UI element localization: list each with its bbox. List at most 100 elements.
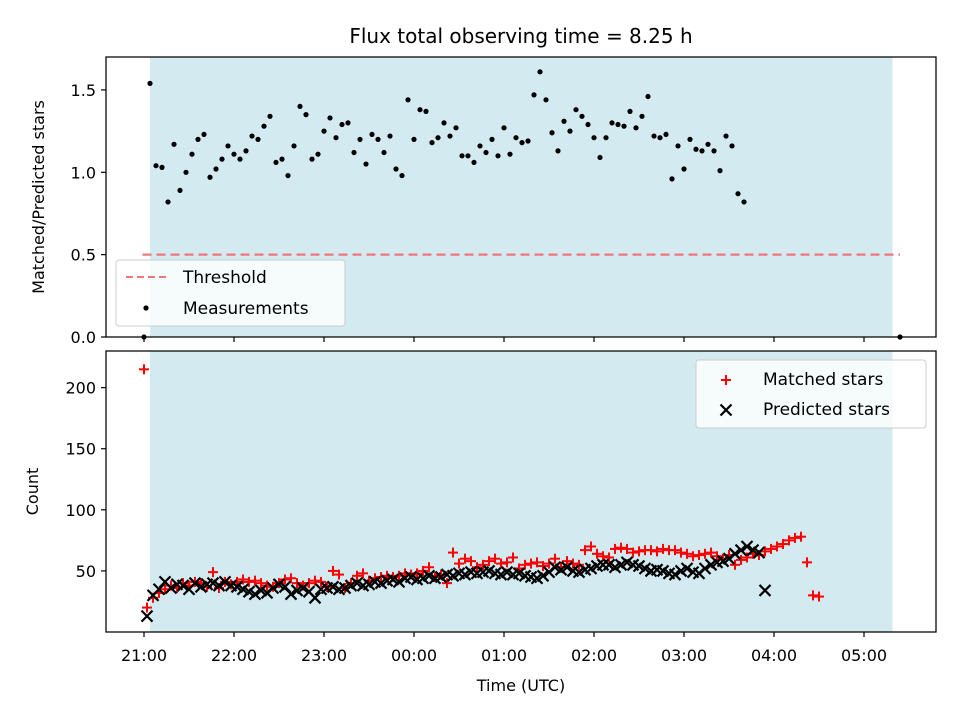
measurement-point — [567, 128, 573, 134]
measurement-point — [651, 133, 657, 139]
predicted-star-point — [140, 609, 154, 623]
measurement-point — [681, 166, 687, 172]
measurement-point — [549, 130, 555, 136]
measurement-point — [339, 121, 345, 128]
legend-x-marker — [719, 403, 733, 417]
measurement-point — [411, 136, 417, 142]
matched-star-point — [604, 552, 614, 563]
measurement-point — [471, 159, 477, 166]
measurement-point — [561, 118, 567, 124]
matched-star-point — [814, 591, 824, 602]
matched-star-point — [490, 553, 500, 564]
matched-star-point — [502, 557, 512, 568]
matched-star-point — [652, 546, 662, 557]
x-tick-label: 02:00 — [571, 646, 617, 665]
predicted-star-point — [536, 569, 550, 583]
ratio-legend-box — [115, 259, 346, 327]
count-x-ticks: 21:00 22:00 23:00 00:00 01:00 02:00 03:00 04:00… — [121, 632, 887, 665]
measurement-point — [591, 135, 597, 141]
matched-star-point — [610, 543, 620, 554]
measurement-point — [171, 141, 177, 147]
matched-star-point — [628, 547, 638, 558]
measurement-point — [609, 120, 615, 126]
matched-star-point — [742, 552, 752, 563]
legend-threshold-label: Threshold — [182, 268, 267, 288]
matched-star-point — [634, 546, 644, 557]
measurement-point — [519, 140, 525, 146]
matched-star-point — [532, 557, 542, 568]
measurement-point — [735, 191, 741, 197]
x-tick-label: 01:00 — [481, 646, 527, 665]
y-tick-label: 100 — [65, 501, 96, 520]
predicted-star-point — [560, 560, 574, 574]
measurement-point — [189, 151, 195, 157]
measurement-point — [525, 138, 531, 144]
measurement-point — [165, 199, 171, 205]
matched-star-point — [766, 543, 776, 554]
measurement-point — [291, 143, 297, 149]
measurement-point — [399, 172, 405, 179]
y-tick-label: 150 — [65, 440, 96, 459]
measurement-point — [645, 93, 651, 100]
matched-star-point — [706, 547, 716, 558]
ratio-panel-frame — [105, 56, 937, 338]
matched-star-point — [520, 559, 530, 570]
measurement-point — [405, 97, 411, 103]
matched-star-point — [694, 550, 704, 561]
matched-star-point — [808, 590, 818, 601]
legend-measurements-label: Measurements — [183, 299, 309, 319]
measurement-point — [321, 128, 327, 134]
measurement-point — [543, 97, 549, 103]
y-tick-label: 1.0 — [71, 163, 96, 182]
x-tick-label: 21:00 — [121, 646, 167, 665]
matched-star-point — [238, 574, 248, 585]
matched-star-point — [772, 541, 782, 552]
measurement-point — [597, 154, 603, 161]
measurement-point — [303, 112, 309, 118]
matched-star-point — [682, 548, 692, 559]
y-tick-label: 0.0 — [71, 328, 96, 347]
matched-star-point — [334, 569, 344, 580]
legend-predicted-label: Predicted stars — [763, 400, 890, 420]
measurement-point — [489, 136, 495, 142]
predicted-star-point — [668, 568, 682, 581]
measurement-point — [333, 135, 339, 141]
matched-star-point — [550, 553, 560, 564]
legend-matched-swatch — [721, 375, 731, 385]
predicted-star-point — [308, 591, 322, 605]
matched-star-point — [730, 559, 740, 570]
measurement-point — [249, 133, 255, 139]
measurement-point — [225, 143, 231, 149]
legend-predicted-swatch — [719, 403, 733, 417]
predicted-star-point — [680, 562, 694, 575]
predicted-star-point — [284, 587, 298, 601]
x-tick-label: 22:00 — [211, 646, 257, 665]
measurement-point — [393, 166, 399, 172]
measurement-point — [417, 107, 423, 113]
measurement-point — [501, 125, 507, 131]
measurement-point — [441, 120, 447, 126]
measurement-point — [447, 133, 453, 139]
matched-star-point — [244, 576, 254, 587]
matched-star-point — [352, 570, 362, 581]
matched-star-point — [700, 548, 710, 559]
y-tick-label: 200 — [65, 379, 96, 398]
measurement-point — [231, 151, 237, 157]
measurement-point — [237, 156, 243, 162]
predicted-star-point — [164, 581, 178, 595]
measurement-point — [309, 156, 315, 162]
x-tick-label: 03:00 — [661, 646, 707, 665]
matched-star-point — [328, 565, 338, 576]
measurement-point — [699, 148, 705, 154]
measurement-point — [711, 148, 717, 154]
matched-star-point — [508, 552, 518, 563]
measurement-point — [477, 143, 483, 149]
measurement-point — [423, 108, 429, 114]
matched-star-point — [676, 547, 686, 558]
measurement-point — [687, 136, 693, 142]
matched-star-point — [586, 541, 596, 552]
predicted-star-point — [734, 543, 748, 557]
ratio-y-axis-label: Matched/Predicted stars — [29, 100, 48, 294]
matched-star-point — [424, 562, 434, 573]
measurement-point — [669, 176, 675, 182]
